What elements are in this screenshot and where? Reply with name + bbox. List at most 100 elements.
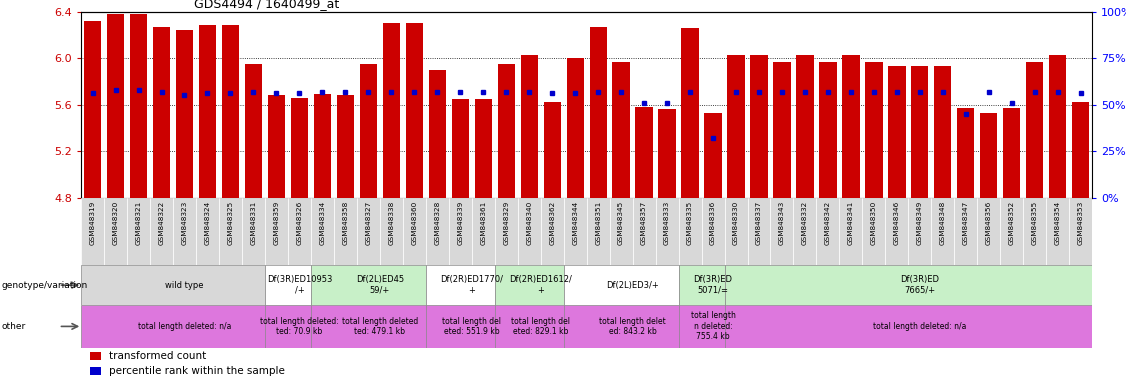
Text: GSM848348: GSM848348: [940, 201, 946, 245]
Text: GSM848330: GSM848330: [733, 201, 739, 245]
Bar: [196, 198, 218, 265]
Bar: [566, 58, 583, 198]
Bar: [84, 21, 101, 198]
Text: GSM848337: GSM848337: [756, 201, 762, 245]
Text: GSM848354: GSM848354: [1055, 201, 1061, 245]
Bar: [981, 113, 998, 198]
Bar: [291, 98, 309, 198]
Text: GSM848362: GSM848362: [549, 201, 555, 245]
Bar: [244, 64, 262, 198]
Bar: [840, 198, 863, 265]
Text: total length
n deleted:
755.4 kb: total length n deleted: 755.4 kb: [690, 311, 735, 341]
Bar: [540, 198, 564, 265]
Bar: [518, 198, 540, 265]
Bar: [379, 198, 403, 265]
Bar: [475, 99, 492, 198]
Bar: [955, 198, 977, 265]
Bar: [748, 198, 770, 265]
Text: GSM848357: GSM848357: [641, 201, 647, 245]
Text: GSM848319: GSM848319: [90, 201, 96, 245]
Text: GSM848353: GSM848353: [1078, 201, 1083, 245]
Bar: [544, 102, 561, 198]
Text: GSM848327: GSM848327: [365, 201, 372, 245]
Bar: [727, 55, 744, 198]
Text: GSM848344: GSM848344: [572, 201, 578, 245]
Bar: [268, 95, 285, 198]
Text: total length deleted: n/a: total length deleted: n/a: [137, 322, 231, 331]
Text: GSM848326: GSM848326: [296, 201, 303, 245]
Bar: [774, 61, 790, 198]
Bar: [564, 265, 679, 305]
Bar: [750, 55, 768, 198]
Text: GSM848350: GSM848350: [870, 201, 877, 245]
Bar: [494, 198, 518, 265]
Text: GSM848361: GSM848361: [480, 201, 486, 245]
Text: GSM848338: GSM848338: [388, 201, 394, 245]
Bar: [359, 64, 377, 198]
Text: total length delet
ed: 843.2 kb: total length delet ed: 843.2 kb: [599, 317, 665, 336]
Text: GSM848335: GSM848335: [687, 201, 694, 245]
Text: GSM848334: GSM848334: [320, 201, 325, 245]
Text: GSM848320: GSM848320: [113, 201, 118, 245]
Bar: [449, 198, 472, 265]
Bar: [635, 107, 653, 198]
Text: GSM848346: GSM848346: [894, 201, 900, 245]
Bar: [842, 55, 859, 198]
Bar: [81, 265, 265, 305]
Text: GSM848343: GSM848343: [779, 201, 785, 245]
Text: Df(3R)ED
5071/=: Df(3R)ED 5071/=: [694, 275, 733, 295]
Text: GSM848360: GSM848360: [411, 201, 418, 245]
Text: GSM848328: GSM848328: [435, 201, 440, 245]
Bar: [452, 99, 468, 198]
Text: GSM848345: GSM848345: [618, 201, 624, 245]
Bar: [1024, 198, 1046, 265]
Bar: [314, 94, 331, 198]
Bar: [587, 198, 609, 265]
Text: total length del
eted: 551.9 kb: total length del eted: 551.9 kb: [443, 317, 501, 336]
Bar: [218, 198, 242, 265]
Bar: [1003, 108, 1020, 198]
Text: GSM848349: GSM848349: [917, 201, 923, 245]
Bar: [311, 265, 426, 305]
Bar: [820, 61, 837, 198]
Text: Df(2L)ED45
59/+: Df(2L)ED45 59/+: [356, 275, 404, 295]
Bar: [794, 198, 816, 265]
Legend: transformed count, percentile rank within the sample: transformed count, percentile rank withi…: [87, 347, 289, 381]
Bar: [816, 198, 839, 265]
Bar: [796, 55, 814, 198]
Bar: [104, 198, 127, 265]
Bar: [1049, 55, 1066, 198]
Bar: [679, 265, 724, 305]
Bar: [724, 198, 748, 265]
Bar: [153, 26, 170, 198]
Bar: [403, 198, 426, 265]
Text: GSM848329: GSM848329: [503, 201, 509, 245]
Bar: [129, 14, 148, 198]
Text: Df(3R)ED10953
/+: Df(3R)ED10953 /+: [267, 275, 332, 295]
Bar: [724, 265, 1092, 305]
Bar: [911, 66, 929, 198]
Text: GSM848332: GSM848332: [802, 201, 808, 245]
Text: GSM848323: GSM848323: [181, 201, 188, 245]
Bar: [957, 108, 974, 198]
Bar: [1070, 198, 1092, 265]
Bar: [429, 70, 446, 198]
Bar: [498, 64, 515, 198]
Text: GSM848358: GSM848358: [342, 201, 348, 245]
Bar: [337, 95, 354, 198]
Bar: [564, 198, 587, 265]
Bar: [633, 198, 655, 265]
Bar: [357, 198, 379, 265]
Text: GSM848336: GSM848336: [711, 201, 716, 245]
Text: GSM848325: GSM848325: [227, 201, 233, 245]
Text: GSM848324: GSM848324: [205, 201, 211, 245]
Bar: [150, 198, 173, 265]
Bar: [1026, 61, 1044, 198]
Bar: [1046, 198, 1070, 265]
Bar: [265, 265, 311, 305]
Bar: [865, 61, 883, 198]
Text: GSM848347: GSM848347: [963, 201, 968, 245]
Bar: [1000, 198, 1024, 265]
Bar: [81, 198, 104, 265]
Text: GSM848321: GSM848321: [135, 201, 142, 245]
